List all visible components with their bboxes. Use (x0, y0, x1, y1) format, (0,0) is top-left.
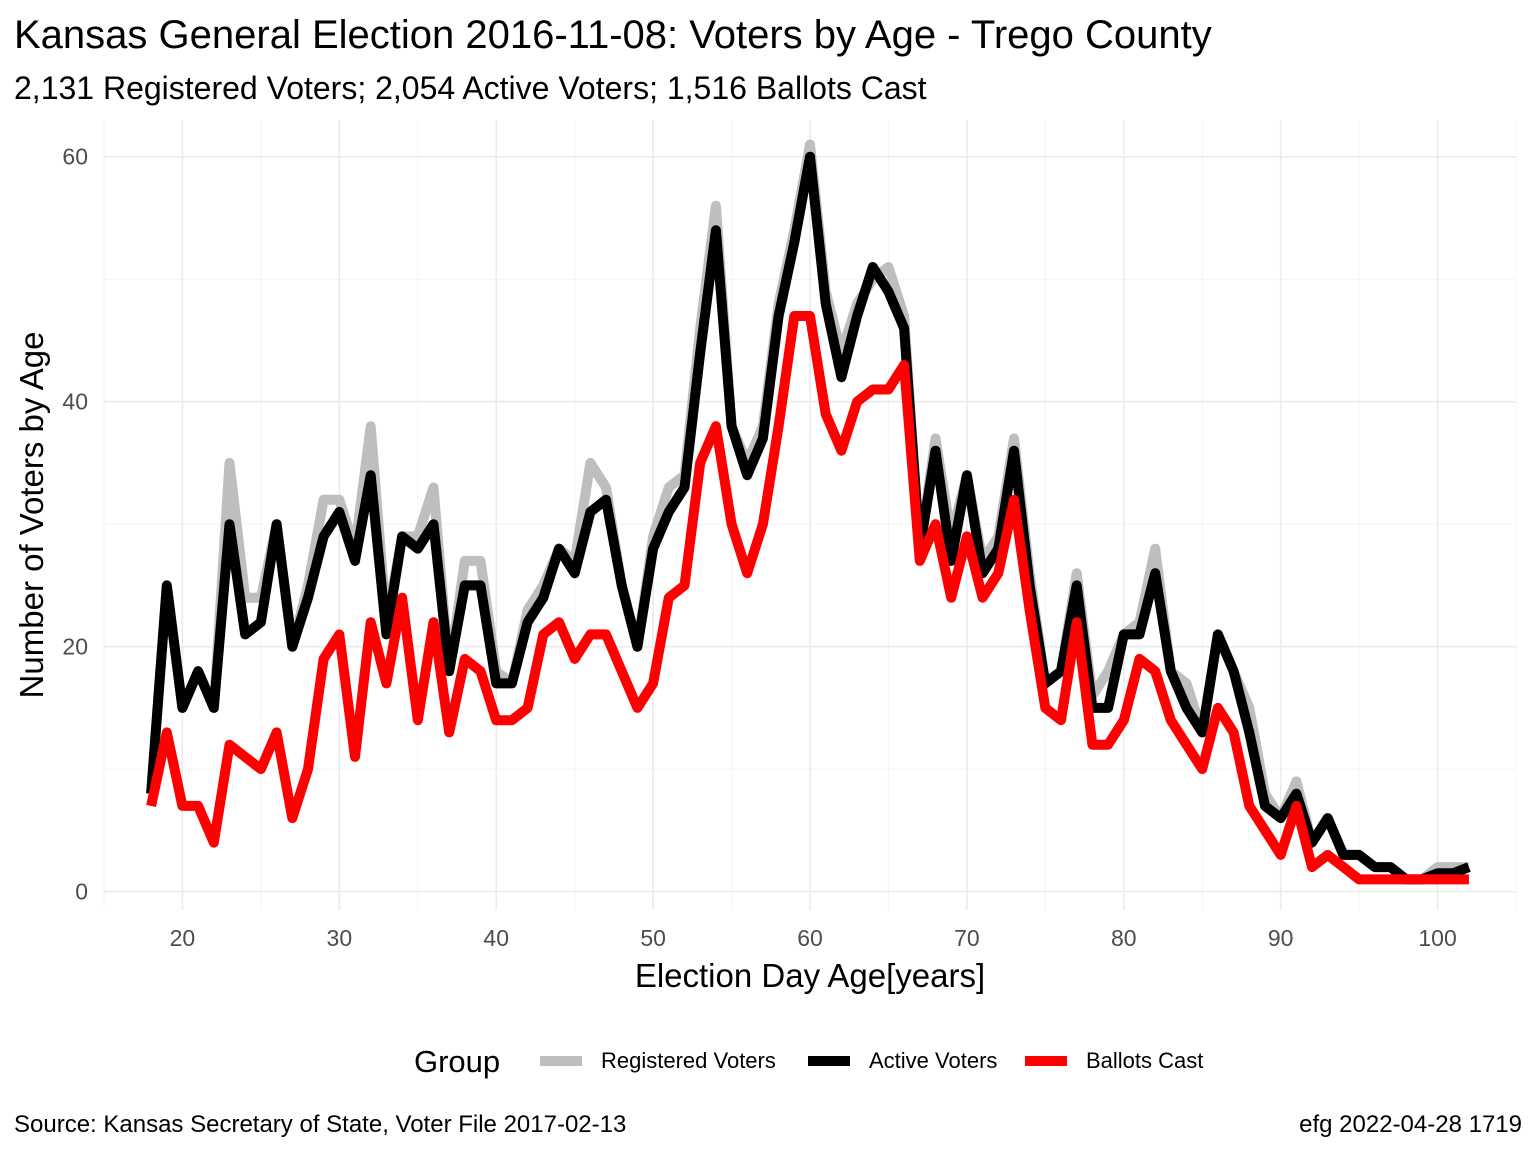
y-tick-label: 20 (62, 634, 88, 660)
x-tick-label: 20 (170, 925, 196, 951)
legend-title: Group (414, 1044, 500, 1079)
y-axis-title: Number of Voters by Age (13, 332, 50, 699)
y-tick-label: 0 (75, 879, 88, 905)
y-axis-ticks: 0 20 40 60 (62, 144, 88, 905)
legend-keys: Registered Voters Active Voters Ballots Ca… (540, 1048, 1203, 1073)
x-tick-label: 40 (483, 925, 509, 951)
x-tick-label: 100 (1418, 925, 1456, 951)
timestamp-caption: efg 2022-04-28 1719 (1299, 1111, 1522, 1138)
legend-label-active-voters: Active Voters (869, 1048, 997, 1073)
chart-subtitle: 2,131 Registered Voters; 2,054 Active Vo… (14, 70, 927, 106)
legend-label-ballots-cast: Ballots Cast (1086, 1048, 1203, 1073)
x-axis-title: Election Day Age[years] (635, 957, 985, 994)
source-caption: Source: Kansas Secretary of State, Voter… (14, 1111, 626, 1138)
legend-label-registered-voters: Registered Voters (601, 1048, 776, 1073)
x-tick-label: 90 (1268, 925, 1294, 951)
x-tick-label: 60 (797, 925, 823, 951)
y-tick-label: 60 (62, 144, 88, 170)
x-tick-label: 50 (640, 925, 666, 951)
chart-title: Kansas General Election 2016-11-08: Vote… (14, 13, 1212, 57)
x-tick-label: 30 (327, 925, 353, 951)
y-tick-label: 40 (62, 389, 88, 415)
legend: Group Registered Voters Active Voters Ball… (414, 1044, 1203, 1079)
x-tick-label: 80 (1111, 925, 1137, 951)
x-tick-label: 70 (954, 925, 980, 951)
x-axis-ticks: 20 30 40 50 60 70 80 90 100 (170, 925, 1457, 951)
